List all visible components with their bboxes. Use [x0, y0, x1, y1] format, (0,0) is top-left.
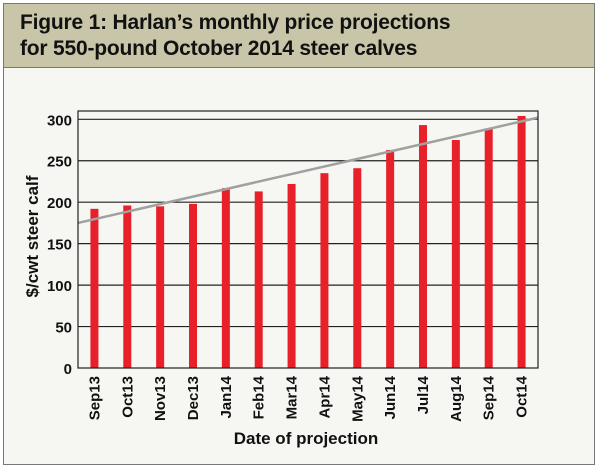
figure-title-line-1: Figure 1: Harlan’s monthly price project…	[20, 11, 451, 34]
x-tick-label: Jul14	[415, 375, 432, 414]
x-tick-label: Mar14	[284, 375, 301, 419]
bar-Jul14	[419, 125, 427, 368]
bar-Oct14	[517, 115, 526, 369]
figure-frame: Figure 1: Harlan’s monthly price project…	[3, 3, 595, 465]
bar-Apr14	[320, 173, 329, 368]
x-tick-label: Aug14	[448, 375, 465, 422]
x-tick-label: Dec13	[185, 376, 202, 420]
x-tick-label: Oct13	[119, 376, 136, 418]
bar-Feb14	[254, 191, 263, 368]
y-tick-label: 150	[47, 237, 72, 254]
y-tick-label: 0	[64, 361, 72, 378]
bar-Dec13	[189, 203, 197, 368]
gridlines	[78, 118, 538, 328]
bar-May14	[353, 168, 362, 368]
x-tick-label: May14	[349, 375, 366, 422]
x-tick-label: Apr14	[316, 375, 333, 418]
x-tick-label: Oct14	[514, 375, 531, 417]
x-tick-label: Sep13	[86, 376, 103, 420]
bar-Mar14	[287, 183, 296, 368]
bars	[90, 115, 526, 369]
bar-Aug14	[451, 140, 460, 368]
x-axis-title: Date of projection	[234, 429, 379, 448]
x-tick-label: Feb14	[251, 375, 268, 419]
x-tick-label: Jun14	[382, 375, 399, 419]
y-tick-labels: 0 50 100 150 200 250 300	[47, 112, 72, 378]
x-tick-label: Sep14	[481, 375, 498, 420]
y-axis-title: $/cwt steer calf	[23, 175, 42, 297]
y-tick-label: 100	[47, 278, 72, 295]
y-tick-label: 50	[55, 320, 72, 337]
bar-Oct13	[123, 205, 132, 368]
x-tick-label: Nov13	[152, 376, 169, 421]
figure-title-line-2: for 550-pound October 2014 steer calves	[20, 37, 418, 60]
bar-Jan14	[221, 188, 230, 368]
y-tick-label: 250	[47, 154, 72, 171]
figure-title: Figure 1: Harlan’s monthly price project…	[4, 4, 594, 68]
x-tick-label: Jan14	[218, 375, 235, 418]
bar-Jun14	[386, 149, 395, 368]
trend-line	[77, 116, 539, 225]
y-tick-label: 200	[47, 195, 72, 212]
bar-Nov13	[156, 206, 165, 368]
bar-Sep14	[484, 128, 493, 368]
x-tick-labels: Sep13 Oct13 Nov13 Dec13 Jan14 Feb14 Mar14 Apr14…	[86, 375, 530, 422]
bar-Sep13	[90, 208, 99, 368]
plot-border	[77, 110, 539, 369]
y-tick-label: 300	[47, 112, 72, 129]
